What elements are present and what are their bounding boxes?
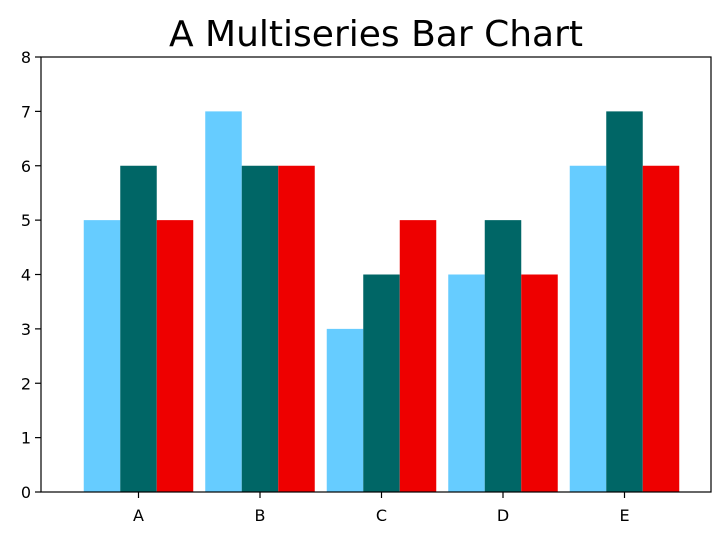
x-tick-label-D: D	[497, 506, 509, 525]
bar-A-series-3	[156, 220, 194, 493]
y-tick-label-6: 6	[21, 157, 31, 176]
bars-layer	[83, 111, 680, 493]
bar-A-series-1	[83, 220, 121, 493]
bar-D-series-3	[521, 274, 558, 492]
bar-E-series-1	[569, 165, 607, 492]
bar-C-series-1	[326, 328, 364, 493]
bar-D-series-1	[448, 274, 485, 492]
y-tick-label-5: 5	[21, 211, 31, 230]
y-tick-label-7: 7	[21, 102, 31, 121]
bar-B-series-1	[205, 111, 242, 493]
x-tick-label-A: A	[133, 506, 144, 525]
bar-A-series-2	[120, 165, 157, 492]
y-tick-label-1: 1	[21, 429, 31, 448]
bar-E-series-3	[642, 165, 680, 492]
y-tick-label-8: 8	[21, 48, 31, 67]
bar-B-series-3	[278, 165, 315, 492]
bar-C-series-3	[399, 220, 437, 493]
x-tick-label-C: C	[376, 506, 387, 525]
axes-layer: 0 1 2 3 4 5 6 7 8 A B C D E	[21, 48, 712, 525]
y-tick-label-0: 0	[21, 483, 31, 502]
bar-E-series-2	[606, 111, 643, 493]
x-tick-label-B: B	[255, 506, 266, 525]
bar-D-series-2	[484, 220, 522, 493]
chart-title: A Multiseries Bar Chart	[169, 14, 583, 55]
y-tick-label-4: 4	[21, 266, 31, 285]
bar-B-series-2	[241, 165, 279, 492]
x-tick-label-E: E	[619, 506, 629, 525]
bar-C-series-2	[363, 274, 400, 492]
y-tick-label-3: 3	[21, 320, 31, 339]
y-tick-label-2: 2	[21, 374, 31, 393]
